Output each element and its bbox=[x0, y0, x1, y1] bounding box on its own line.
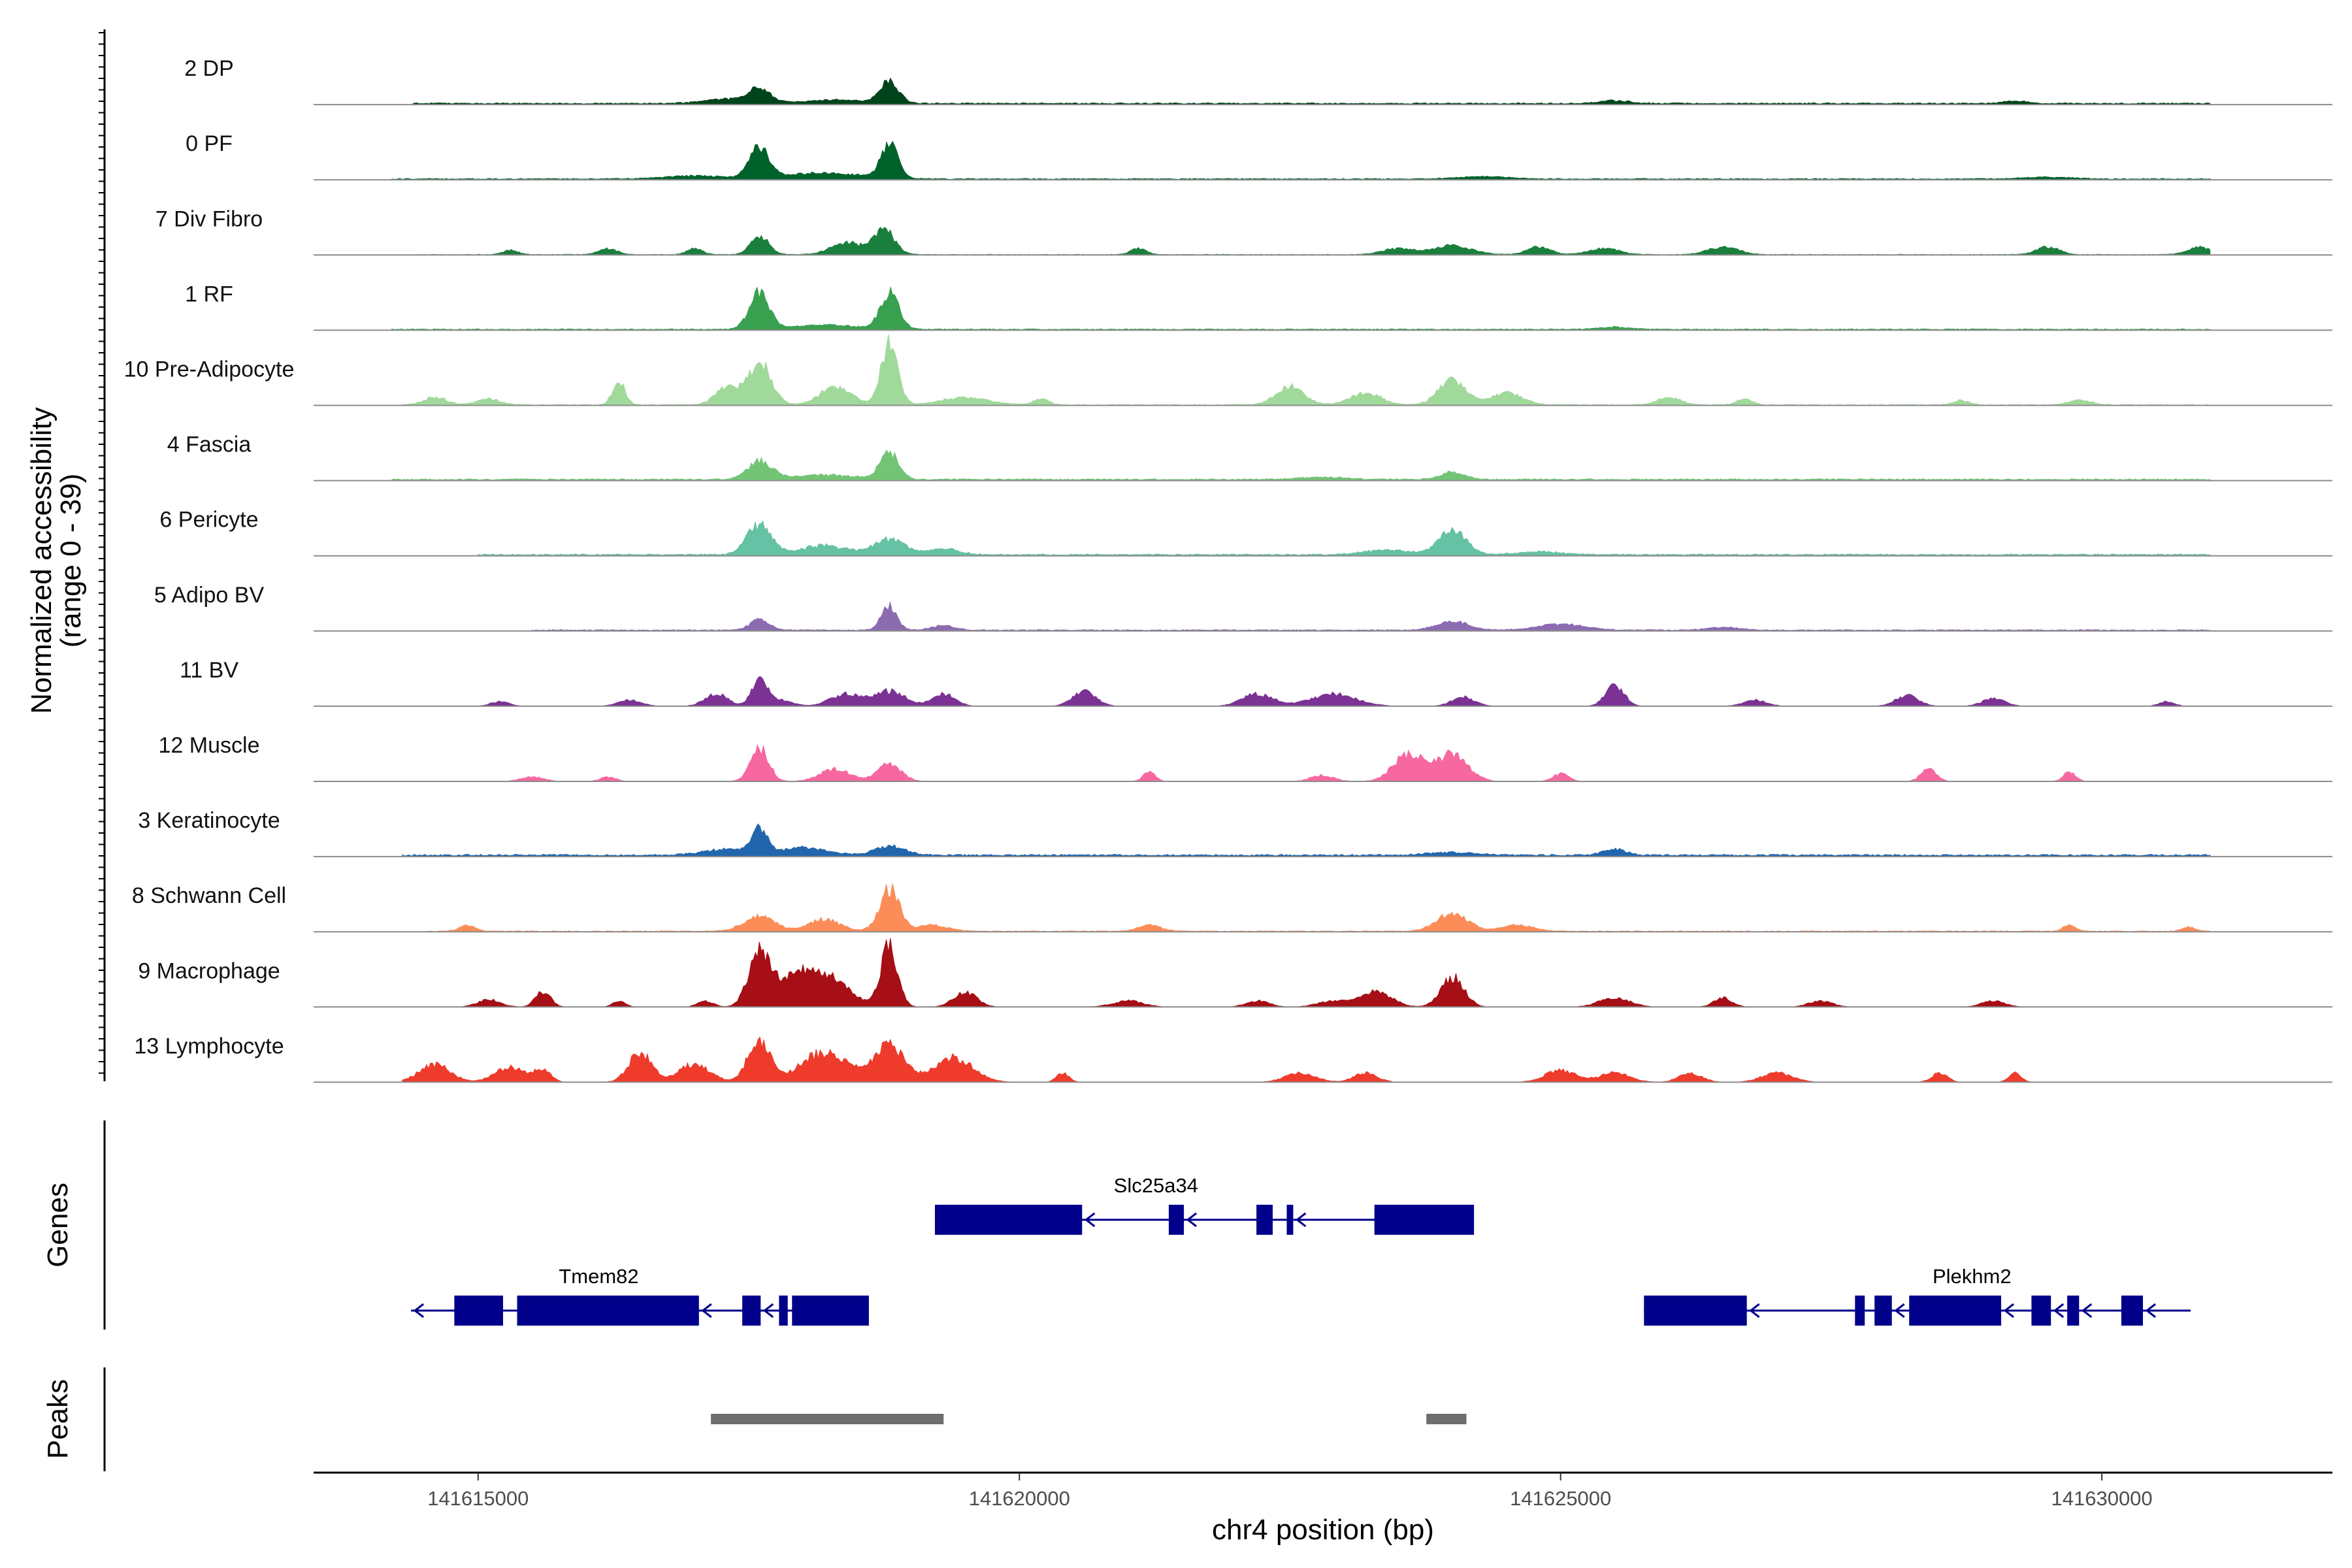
gene-label-slc25a34: Slc25a34 bbox=[1114, 1174, 1198, 1197]
track-5-adipo-bv: 5 Adipo BV bbox=[154, 583, 2332, 632]
exon-plekhm2 bbox=[1644, 1296, 1747, 1326]
y-axis-title-line1: Normalized accessibility bbox=[25, 407, 57, 713]
track-0-pf: 0 PF bbox=[186, 131, 2332, 181]
strand-arrow-icon bbox=[1749, 1303, 1760, 1318]
track-11-bv: 11 BV bbox=[180, 658, 2332, 707]
coverage-area-11-bv bbox=[478, 676, 2210, 707]
track-label-1-rf: 1 RF bbox=[185, 282, 233, 306]
genes-panel-title: Genes bbox=[42, 1183, 74, 1267]
accessibility-y-ticks bbox=[99, 32, 105, 1074]
coverage-area-5-adipo-bv bbox=[532, 602, 2211, 632]
track-12-muscle: 12 Muscle bbox=[159, 733, 2332, 782]
strand-arrow-icon bbox=[1084, 1212, 1096, 1228]
gene-annotations: Slc25a34 Tmem82 Plekhm2 bbox=[411, 1174, 2191, 1326]
gene-plekhm2: Plekhm2 bbox=[1644, 1265, 2191, 1326]
track-6-pericyte: 6 Pericyte bbox=[159, 508, 2332, 557]
track-label-3-keratinocyte: 3 Keratinocyte bbox=[138, 808, 280, 833]
exon-tmem82 bbox=[517, 1296, 699, 1326]
x-tick-label: 141620000 bbox=[969, 1487, 1070, 1510]
exon-plekhm2 bbox=[2031, 1296, 2051, 1326]
track-label-2-dp: 2 DP bbox=[184, 56, 234, 81]
strand-arrow-icon bbox=[2081, 1303, 2093, 1318]
exon-plekhm2 bbox=[1909, 1296, 2001, 1326]
track-label-12-muscle: 12 Muscle bbox=[159, 733, 260, 758]
coverage-area-0-pf bbox=[391, 140, 2211, 180]
peak-region-1 bbox=[711, 1414, 944, 1424]
strand-arrow-icon bbox=[2053, 1303, 2065, 1318]
track-label-13-lymphocyte: 13 Lymphocyte bbox=[134, 1034, 284, 1058]
x-tick-label: 141615000 bbox=[427, 1487, 529, 1510]
x-tick-label: 141630000 bbox=[2051, 1487, 2153, 1510]
coverage-area-12-muscle bbox=[424, 743, 2210, 782]
gene-label-tmem82: Tmem82 bbox=[559, 1265, 638, 1288]
peak-region-2 bbox=[1426, 1414, 1467, 1424]
peaks-panel-title: Peaks bbox=[42, 1379, 74, 1459]
coverage-area-4-fascia bbox=[391, 449, 2211, 482]
peak-regions bbox=[711, 1414, 1467, 1424]
track-label-7-div-fibro: 7 Div Fibro bbox=[155, 206, 263, 231]
exon-slc25a34 bbox=[1256, 1205, 1273, 1235]
exon-slc25a34 bbox=[935, 1205, 1083, 1235]
coverage-area-3-keratinocyte bbox=[402, 823, 2211, 857]
track-4-fascia: 4 Fascia bbox=[167, 433, 2332, 482]
x-axis-title: chr4 position (bp) bbox=[1212, 1514, 1434, 1546]
gene-slc25a34: Slc25a34 bbox=[935, 1174, 1475, 1235]
track-1-rf: 1 RF bbox=[185, 282, 2332, 331]
strand-arrow-icon bbox=[1186, 1212, 1198, 1228]
strand-arrow-icon bbox=[701, 1303, 712, 1318]
track-label-9-macrophage: 9 Macrophage bbox=[138, 958, 280, 983]
track-label-4-fascia: 4 Fascia bbox=[167, 433, 252, 457]
exon-slc25a34 bbox=[1374, 1205, 1475, 1235]
x-axis-ticks: 141615000 141620000 141625000 141630000 bbox=[427, 1473, 2153, 1510]
coverage-tracks: 2 DP 0 PF 7 Div Fibro 1 RF 10 Pre-Adipocyte 4… bbox=[124, 56, 2332, 1083]
track-label-5-adipo-bv: 5 Adipo BV bbox=[154, 583, 265, 608]
exon-plekhm2 bbox=[2067, 1296, 2080, 1326]
gene-tmem82: Tmem82 bbox=[411, 1265, 869, 1326]
coverage-area-8-schwann-cell bbox=[423, 883, 2211, 932]
coverage-area-9-macrophage bbox=[424, 938, 2210, 1007]
coverage-area-13-lymphocyte bbox=[402, 1036, 2210, 1083]
exon-plekhm2 bbox=[1855, 1296, 1865, 1326]
coverage-area-6-pericyte bbox=[478, 520, 2211, 557]
track-label-6-pericyte: 6 Pericyte bbox=[159, 508, 258, 532]
strand-arrow-icon bbox=[2003, 1303, 2014, 1318]
coverage-area-1-rf bbox=[391, 286, 2211, 331]
strand-arrow-icon bbox=[2145, 1303, 2157, 1318]
exon-slc25a34 bbox=[1168, 1205, 1184, 1235]
exon-tmem82 bbox=[454, 1296, 503, 1326]
track-label-11-bv: 11 BV bbox=[180, 658, 238, 683]
exon-tmem82 bbox=[779, 1296, 788, 1326]
exon-plekhm2 bbox=[1874, 1296, 1892, 1326]
gene-label-plekhm2: Plekhm2 bbox=[1933, 1265, 2012, 1288]
exon-slc25a34 bbox=[1286, 1205, 1294, 1235]
strand-arrow-icon bbox=[1295, 1212, 1307, 1228]
track-10-pre-adipocyte: 10 Pre-Adipocyte bbox=[124, 334, 2332, 406]
track-label-0-pf: 0 PF bbox=[186, 131, 233, 156]
coverage-area-10-pre-adipocyte bbox=[402, 334, 2210, 406]
track-13-lymphocyte: 13 Lymphocyte bbox=[134, 1034, 2332, 1083]
track-7-div-fibro: 7 Div Fibro bbox=[155, 206, 2332, 256]
exon-plekhm2 bbox=[2121, 1296, 2143, 1326]
track-label-10-pre-adipocyte: 10 Pre-Adipocyte bbox=[124, 357, 295, 382]
track-label-8-schwann-cell: 8 Schwann Cell bbox=[132, 883, 286, 908]
coverage-area-2-dp bbox=[412, 77, 2211, 105]
y-axis-title-line2: (range 0 - 39) bbox=[55, 474, 87, 648]
track-8-schwann-cell: 8 Schwann Cell bbox=[132, 883, 2332, 933]
strand-arrow-icon bbox=[413, 1303, 425, 1318]
exon-tmem82 bbox=[792, 1296, 869, 1326]
strand-arrow-icon bbox=[1894, 1303, 1905, 1318]
track-2-dp: 2 DP bbox=[184, 56, 2332, 106]
coverage-area-7-div-fibro bbox=[423, 227, 2211, 255]
x-tick-label: 141625000 bbox=[1510, 1487, 1611, 1510]
strand-arrow-icon bbox=[762, 1303, 774, 1318]
track-9-macrophage: 9 Macrophage bbox=[138, 938, 2332, 1008]
exon-tmem82 bbox=[742, 1296, 761, 1326]
track-3-keratinocyte: 3 Keratinocyte bbox=[138, 808, 2332, 858]
